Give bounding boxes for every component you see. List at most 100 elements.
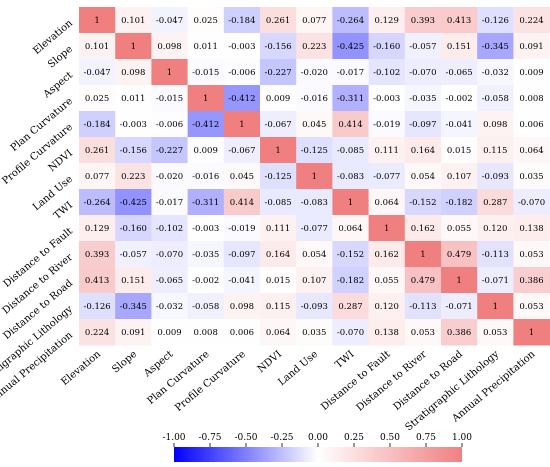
heatmap-cell	[223, 319, 261, 346]
cell-value-label: -0.156	[120, 146, 147, 156]
cell-value-label: -0.057	[409, 42, 436, 52]
heatmap-cell	[404, 319, 442, 346]
heatmap-cell	[187, 189, 225, 216]
heatmap-cell	[260, 267, 297, 294]
heatmap-cell	[115, 59, 152, 86]
heatmap-cell	[223, 137, 261, 164]
heatmap-cell	[477, 33, 514, 60]
heatmap-cell	[151, 137, 189, 164]
heatmap-cell	[441, 293, 478, 320]
cell-value-label: -0.425	[120, 198, 147, 208]
heatmap-cell	[441, 85, 478, 112]
cell-value-label: -0.102	[373, 68, 400, 78]
heatmap-cell	[296, 267, 333, 294]
cell-value-label: -0.003	[373, 94, 400, 104]
heatmap-cell	[187, 33, 225, 60]
heatmap-cell	[477, 189, 514, 216]
heatmap-cell	[79, 59, 116, 86]
heatmap-cell	[332, 267, 370, 294]
heatmap-cell	[115, 137, 152, 164]
cell-value-label: 0.045	[230, 172, 254, 182]
heatmap-cell	[368, 7, 406, 34]
heatmap-cell	[187, 241, 225, 268]
cell-value-label: 0.151	[121, 276, 145, 286]
heatmap-cell	[477, 59, 514, 86]
heatmap-cell	[368, 215, 406, 242]
heatmap-cell	[115, 189, 152, 216]
heatmap-cell	[332, 33, 370, 60]
heatmap-cell	[260, 85, 297, 112]
cell-value-label: 0.101	[85, 42, 109, 52]
heatmap-cell	[332, 163, 370, 190]
cell-value-label: 0.045	[302, 120, 326, 130]
heatmap-cell	[404, 293, 442, 320]
column-label-aspect: Aspect	[141, 349, 175, 380]
heatmap-cell	[477, 85, 514, 112]
colorbar-tick-label: -0.50	[234, 433, 257, 443]
heatmap-cell	[187, 137, 225, 164]
heatmap-cell	[296, 189, 333, 216]
heatmap-cell-values: 1 0.101 -0.047 0.025 -0.184 0.261 0.077 -0.264 0…	[83, 16, 545, 338]
heatmap-cell	[513, 241, 550, 268]
cell-value-label: 1	[312, 172, 317, 182]
column-label-plan-curvature: Plan Curvature	[145, 349, 211, 407]
heatmap-cell	[260, 111, 297, 138]
cell-value-label: 0.009	[519, 68, 543, 78]
cell-value-label: -0.015	[192, 68, 219, 78]
cell-value-label: 1	[203, 94, 208, 104]
cell-value-label: 0.011	[194, 42, 218, 52]
cell-value-label: 0.098	[121, 68, 145, 78]
heatmap-cell	[115, 33, 152, 60]
heatmap-cell	[368, 293, 406, 320]
cell-value-label: -0.047	[83, 68, 110, 78]
heatmap-cell	[441, 137, 478, 164]
heatmap-cell	[404, 215, 442, 242]
heatmap-cell	[151, 59, 189, 86]
cell-value-label: 0.115	[483, 146, 507, 156]
cell-value-label: 0.413	[447, 16, 471, 26]
heatmap-cell	[332, 319, 370, 346]
heatmap-cell	[187, 293, 225, 320]
cell-value-label: -0.032	[156, 302, 183, 312]
cell-value-label: 0.223	[302, 42, 326, 52]
cell-value-label: 0.009	[194, 146, 218, 156]
cell-value-label: 0.064	[266, 328, 290, 338]
cell-value-label: 0.098	[230, 302, 254, 312]
heatmap-cell	[477, 163, 514, 190]
colorbar-ticks: -1.00 -0.75 -0.50 -0.25 0.00 0.25 0.50 0.75 1.00	[162, 433, 472, 447]
heatmap-cell	[115, 85, 152, 112]
heatmap-cell	[368, 111, 406, 138]
cell-value-label: 1	[493, 302, 498, 312]
heatmap-cell	[404, 189, 442, 216]
heatmap-cell	[332, 137, 370, 164]
heatmap-cell	[441, 111, 478, 138]
heatmap-cell	[187, 111, 225, 138]
cell-value-label: 1	[529, 328, 534, 338]
heatmap-cell	[404, 267, 442, 294]
cell-value-label: 0.162	[375, 250, 399, 260]
cell-value-label: -0.070	[156, 250, 183, 260]
row-label-twi: TWI	[52, 200, 75, 222]
heatmap-cell	[368, 163, 406, 190]
heatmap-cell	[115, 111, 152, 138]
heatmap-cell	[187, 85, 225, 112]
heatmap-cell	[79, 267, 116, 294]
heatmap-cell	[404, 137, 442, 164]
cell-value-label: 0.077	[85, 172, 109, 182]
heatmap-cell	[513, 7, 550, 34]
colorbar-tick-label: -0.25	[270, 433, 293, 443]
cell-value-label: 0.111	[266, 224, 290, 234]
heatmap-cell	[115, 215, 152, 242]
heatmap-cell	[296, 7, 333, 34]
heatmap-cell	[79, 319, 116, 346]
cell-value-label: -0.227	[264, 68, 291, 78]
heatmap-cell	[296, 293, 333, 320]
cell-value-label: 1	[167, 68, 172, 78]
cell-value-label: -0.227	[156, 146, 183, 156]
cell-value-label: -0.058	[482, 94, 509, 104]
cell-value-label: -0.184	[83, 120, 110, 130]
cell-value-label: -0.160	[373, 42, 400, 52]
cell-value-label: 0.006	[519, 120, 543, 130]
heatmap-cell	[223, 189, 261, 216]
